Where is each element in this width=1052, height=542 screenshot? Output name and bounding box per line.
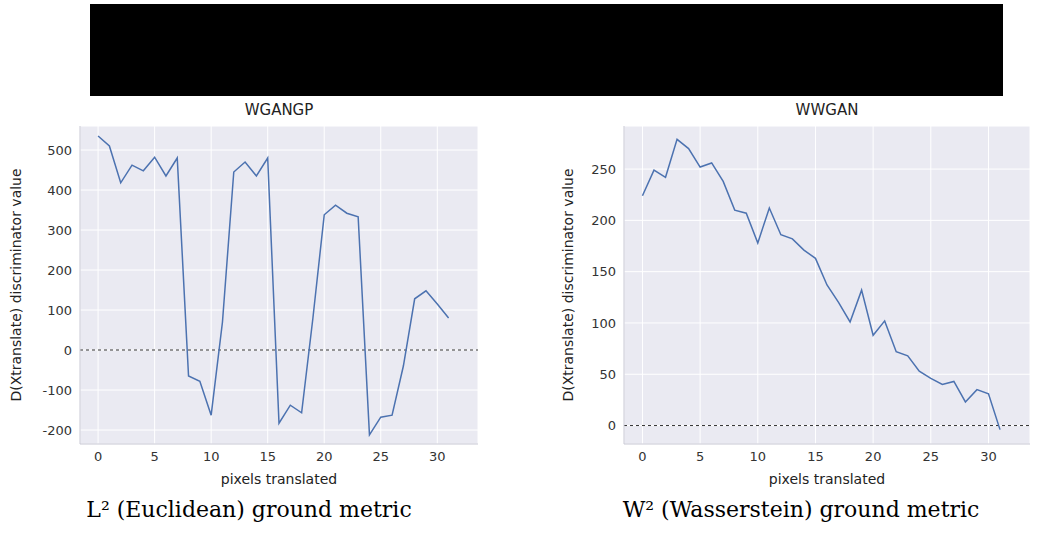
svg-text:15: 15 xyxy=(807,449,824,464)
svg-text:20: 20 xyxy=(316,449,333,464)
svg-text:500: 500 xyxy=(47,143,72,158)
svg-text:30: 30 xyxy=(980,449,997,464)
svg-text:200: 200 xyxy=(47,263,72,278)
svg-text:0: 0 xyxy=(638,449,646,464)
html-text:L² (Euclidean) ground metric: L² (Euclidean) ground metric xyxy=(86,497,412,522)
svg-text:400: 400 xyxy=(47,183,72,198)
svg-text:-100: -100 xyxy=(42,383,72,398)
svg-text:10: 10 xyxy=(203,449,220,464)
svg-text:5: 5 xyxy=(150,449,158,464)
svg-text:pixels translated: pixels translated xyxy=(769,471,885,487)
svg-text:25: 25 xyxy=(372,449,389,464)
svg-text:10: 10 xyxy=(750,449,767,464)
svg-text:300: 300 xyxy=(47,223,72,238)
svg-text:0: 0 xyxy=(608,418,616,433)
svg-text:D(Xtranslate) discriminator va: D(Xtranslate) discriminator value xyxy=(8,168,24,401)
svg-text:pixels translated: pixels translated xyxy=(221,471,337,487)
svg-text:-200: -200 xyxy=(42,423,72,438)
svg-text:50: 50 xyxy=(599,367,616,382)
svg-text:0: 0 xyxy=(94,449,102,464)
html-text:W² (Wasserstein) ground metric: W² (Wasserstein) ground metric xyxy=(622,497,980,522)
svg-text:25: 25 xyxy=(923,449,940,464)
svg-text:200: 200 xyxy=(591,213,616,228)
svg-text:250: 250 xyxy=(591,162,616,177)
svg-text:D(Xtranslate) discriminator va: D(Xtranslate) discriminator value xyxy=(560,168,576,401)
svg-text:100: 100 xyxy=(591,316,616,331)
svg-text:5: 5 xyxy=(696,449,704,464)
html-text:WWGAN: WWGAN xyxy=(795,101,859,119)
svg-text:100: 100 xyxy=(47,303,72,318)
svg-text:15: 15 xyxy=(259,449,276,464)
svg-text:0: 0 xyxy=(64,343,72,358)
svg-text:30: 30 xyxy=(429,449,446,464)
svg-text:150: 150 xyxy=(591,264,616,279)
html-text:WGANGP: WGANGP xyxy=(244,101,314,119)
svg-text:20: 20 xyxy=(865,449,882,464)
